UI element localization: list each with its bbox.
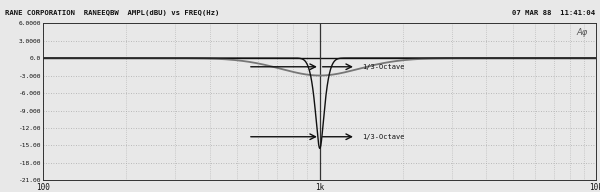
- Text: 1/3-Octave: 1/3-Octave: [362, 64, 404, 70]
- Text: Aφ: Aφ: [577, 28, 588, 37]
- Text: 1/3-Octave: 1/3-Octave: [362, 134, 404, 140]
- Text: 07 MAR 88  11:41:04: 07 MAR 88 11:41:04: [512, 10, 595, 16]
- Text: RANE CORPORATION  RANEEQBW  AMPL(dBU) vs FREQ(Hz): RANE CORPORATION RANEEQBW AMPL(dBU) vs F…: [5, 10, 219, 16]
